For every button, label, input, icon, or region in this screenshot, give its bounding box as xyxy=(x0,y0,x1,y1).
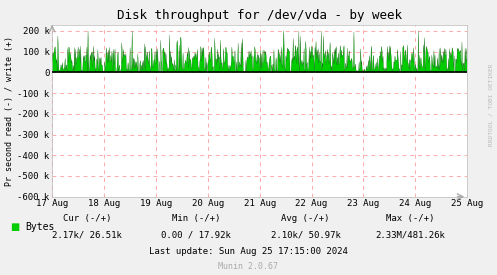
Text: ■: ■ xyxy=(10,222,19,232)
Text: 2.10k/ 50.97k: 2.10k/ 50.97k xyxy=(271,231,340,240)
Text: RRDTOOL / TOBI OETIKER: RRDTOOL / TOBI OETIKER xyxy=(489,63,494,146)
Text: Bytes: Bytes xyxy=(25,222,54,232)
Text: 2.17k/ 26.51k: 2.17k/ 26.51k xyxy=(52,231,122,240)
Text: 2.33M/481.26k: 2.33M/481.26k xyxy=(375,231,445,240)
Text: Cur (-/+): Cur (-/+) xyxy=(63,214,111,223)
Text: Avg (-/+): Avg (-/+) xyxy=(281,214,330,223)
Text: Max (-/+): Max (-/+) xyxy=(386,214,434,223)
Y-axis label: Pr second read (-) / write (+): Pr second read (-) / write (+) xyxy=(5,36,14,186)
Text: Last update: Sun Aug 25 17:15:00 2024: Last update: Sun Aug 25 17:15:00 2024 xyxy=(149,248,348,256)
Text: 0.00 / 17.92k: 0.00 / 17.92k xyxy=(162,231,231,240)
Text: Munin 2.0.67: Munin 2.0.67 xyxy=(219,262,278,271)
Title: Disk throughput for /dev/vda - by week: Disk throughput for /dev/vda - by week xyxy=(117,9,402,22)
Text: Min (-/+): Min (-/+) xyxy=(172,214,221,223)
